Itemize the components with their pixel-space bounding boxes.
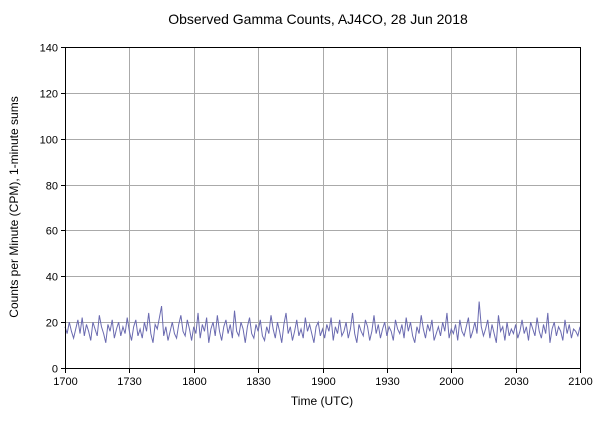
- y-tick-label: 0: [52, 364, 58, 376]
- data-line: [64, 301, 581, 343]
- x-tick-label: 1730: [117, 376, 141, 388]
- y-tick-label: 140: [40, 43, 58, 55]
- tick-labels: 1700 1730 1800 1830 1900 1930 2000 2030 2100 0 20 4…: [40, 43, 593, 389]
- y-tick-label: 100: [40, 135, 58, 147]
- x-tick-label: 2000: [439, 376, 463, 388]
- y-axis-label: Counts per Minute (CPM), 1-minute sums: [7, 96, 21, 318]
- x-tick-label: 2030: [504, 376, 528, 388]
- x-tick-label: 1900: [311, 376, 335, 388]
- y-tick-label: 120: [40, 89, 58, 101]
- x-tick-label: 1930: [375, 376, 399, 388]
- x-tick-label: 2100: [568, 376, 592, 388]
- x-axis-label: Time (UTC): [290, 394, 354, 408]
- grid-lines: [65, 47, 580, 368]
- plot-border: [65, 47, 581, 369]
- x-tick-label: 1700: [53, 376, 77, 388]
- chart-title: Observed Gamma Counts, AJ4CO, 28 Jun 201…: [168, 11, 468, 27]
- x-tick-label: 1800: [182, 376, 206, 388]
- y-tick-label: 20: [46, 318, 58, 330]
- y-tick-label: 80: [46, 181, 58, 193]
- x-tick-label: 1830: [246, 376, 270, 388]
- y-tick-label: 40: [46, 272, 58, 284]
- tick-marks: [61, 47, 581, 373]
- y-tick-label: 60: [46, 226, 58, 238]
